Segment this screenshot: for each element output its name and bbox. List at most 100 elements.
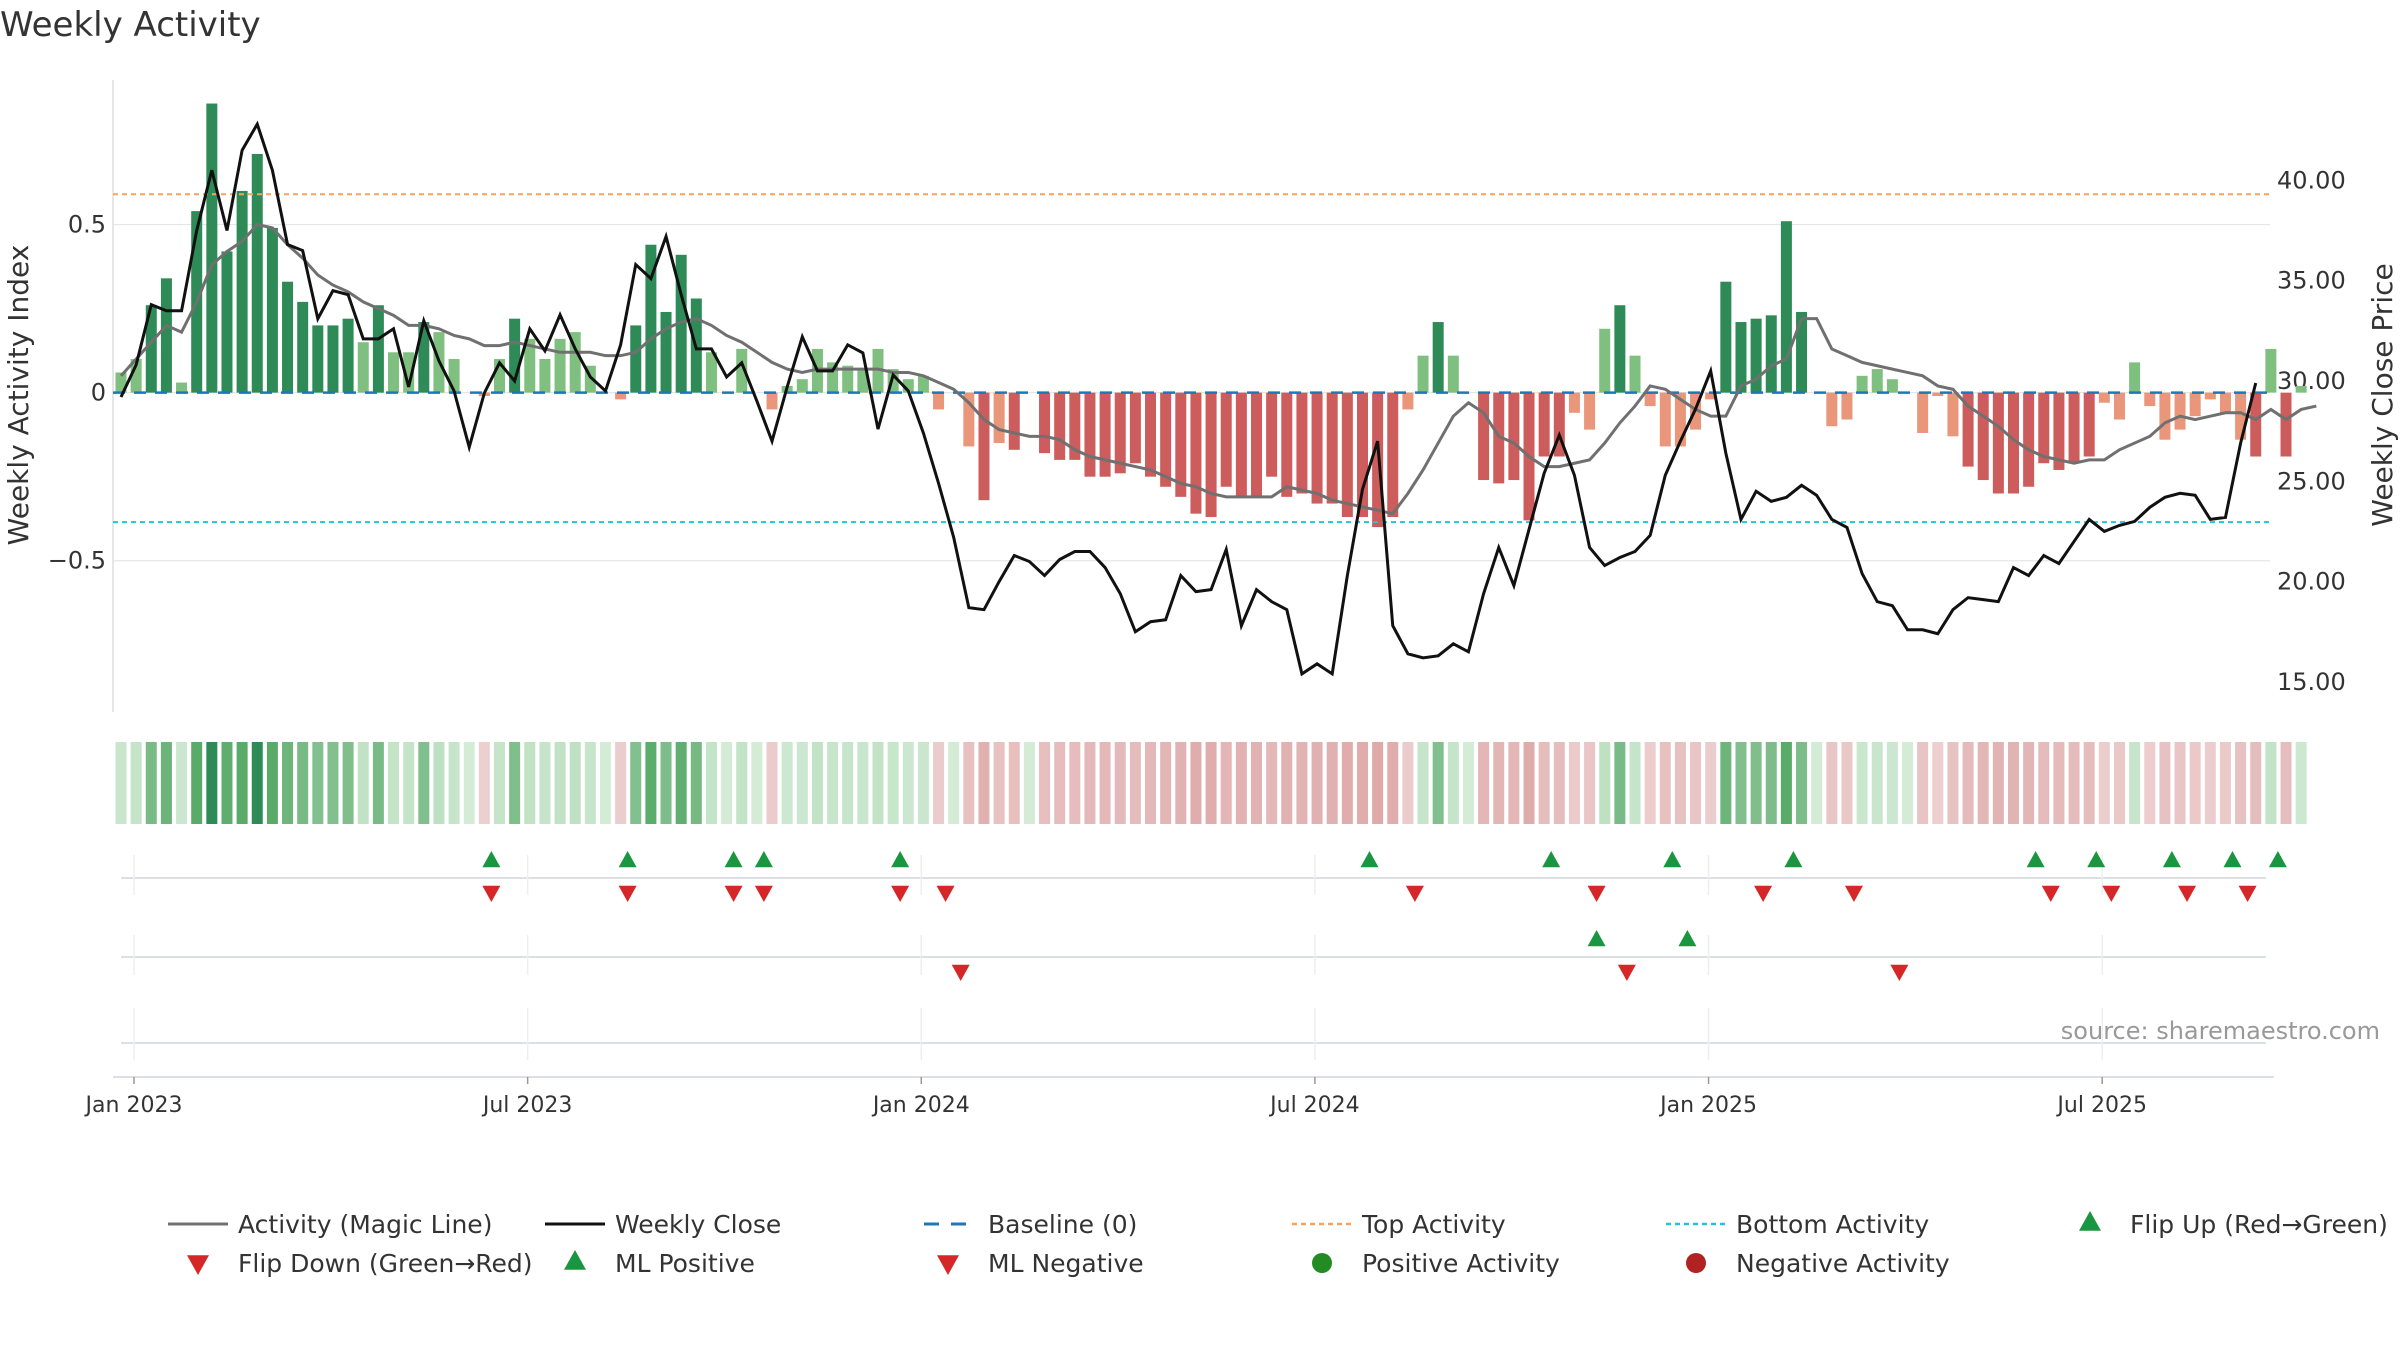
heat-cell	[1735, 742, 1747, 824]
activity-bar	[736, 348, 748, 393]
heat-cell	[1780, 742, 1792, 824]
activity-bar	[1432, 322, 1444, 393]
x-tick-label: Jan 2025	[1658, 1093, 1757, 1118]
flip-down-marker	[891, 885, 910, 902]
activity-bar	[1129, 392, 1141, 464]
activity-bar	[176, 382, 188, 393]
activity-bar	[2008, 392, 2019, 494]
flip-down-marker	[482, 885, 501, 902]
legend-swatch-negative	[1686, 1253, 1706, 1273]
heat-cell	[902, 742, 914, 824]
heat-cell	[842, 742, 854, 824]
legend-label: Flip Down (Green→Red)	[238, 1249, 533, 1278]
heat-cell	[251, 742, 263, 824]
heat-cell	[1992, 742, 2004, 824]
heat-cell	[115, 742, 127, 824]
heat-cell	[796, 742, 808, 824]
heat-cell	[599, 742, 611, 824]
activity-bar	[1387, 392, 1399, 518]
right-axis-title: Weekly Close Price	[2366, 263, 2399, 526]
activity-bar	[418, 322, 430, 393]
heat-cell	[2098, 742, 2110, 824]
activity-bar	[902, 379, 914, 393]
heat-cell	[342, 742, 354, 824]
activity-bar	[1508, 392, 1520, 481]
activity-bar	[1629, 355, 1641, 393]
activity-bar	[1311, 392, 1323, 504]
flip-up-marker	[2026, 851, 2045, 868]
flip-marker-rows	[121, 851, 2287, 1060]
legend-swatch-positive	[1312, 1253, 1332, 1273]
activity-bar	[2295, 385, 2307, 393]
legend-label: ML Negative	[988, 1249, 1144, 1278]
activity-bar	[675, 254, 687, 393]
heat-cell	[1902, 742, 1914, 824]
heat-cell	[2204, 742, 2216, 824]
activity-bar	[2038, 392, 2050, 464]
heat-cell	[312, 742, 324, 824]
heat-cell	[1341, 742, 1353, 824]
heat-cell	[615, 742, 627, 824]
activity-bar	[1326, 392, 1338, 504]
activity-bar	[660, 311, 672, 393]
heat-cell	[917, 742, 929, 824]
activity-bar	[1977, 392, 1989, 481]
heat-cell	[1493, 742, 1505, 824]
flip-up-marker	[618, 851, 637, 868]
activity-bar	[1447, 355, 1459, 393]
heat-cell	[1811, 742, 1823, 824]
activity-bar	[2250, 392, 2262, 457]
activity-bar	[1962, 392, 1974, 467]
flip-up-marker	[1784, 851, 1803, 868]
activity-bar	[1084, 392, 1096, 477]
heat-cell	[1266, 742, 1278, 824]
heat-cell	[1947, 742, 1959, 824]
activity-bar	[1114, 392, 1126, 474]
x-axis: Jan 2023 Jul 2023 Jan 2024 Jul 2024 Jan 2025…	[84, 1076, 2274, 1118]
x-tick-label: Jan 2024	[871, 1093, 970, 1118]
legend-label: ML Positive	[615, 1249, 755, 1278]
activity-bar	[645, 244, 657, 393]
heat-cell	[191, 742, 203, 824]
heat-cell	[1674, 742, 1686, 824]
heat-cell	[297, 742, 309, 824]
activity-bar	[917, 375, 929, 393]
x-tick-label: Jul 2024	[1268, 1093, 1360, 1118]
heat-cell	[1190, 742, 1202, 824]
activity-bar	[1069, 392, 1081, 460]
activity-bar	[1402, 392, 1414, 410]
heat-cell	[2068, 742, 2080, 824]
heat-cell	[1235, 742, 1247, 824]
flip-up-marker	[2162, 851, 2181, 868]
heat-cell	[1129, 742, 1141, 824]
activity-bar	[509, 318, 521, 393]
flip-down-marker	[754, 885, 773, 902]
heat-cell	[418, 742, 430, 824]
activity-bar	[705, 352, 717, 393]
activity-bar	[1720, 281, 1732, 393]
heat-cell	[463, 742, 475, 824]
heat-cell	[2280, 742, 2292, 824]
activity-bar	[1599, 328, 1611, 393]
activity-bar	[2159, 392, 2171, 440]
activity-bar	[993, 392, 1005, 444]
activity-bar	[1614, 305, 1626, 393]
activity-bar	[1917, 392, 1929, 433]
activity-bar	[1205, 392, 1217, 518]
heat-cell	[1568, 742, 1580, 824]
activity-bar	[1644, 392, 1656, 407]
activity-bar	[2098, 392, 2110, 403]
heat-cell	[1599, 742, 1611, 824]
heat-cell	[1720, 742, 1732, 824]
heat-cell	[2038, 742, 2050, 824]
heat-cell	[1251, 742, 1262, 824]
activity-bar	[1478, 392, 1490, 481]
activity-bar	[2219, 392, 2231, 413]
heat-cell	[1553, 742, 1565, 824]
activity-bar	[978, 392, 990, 501]
heat-cell	[1962, 742, 1974, 824]
heat-cell	[1796, 742, 1808, 824]
heat-cell	[2023, 742, 2035, 824]
activity-bar	[1054, 392, 1066, 460]
legend-label: Flip Up (Red→Green)	[2130, 1210, 2388, 1239]
